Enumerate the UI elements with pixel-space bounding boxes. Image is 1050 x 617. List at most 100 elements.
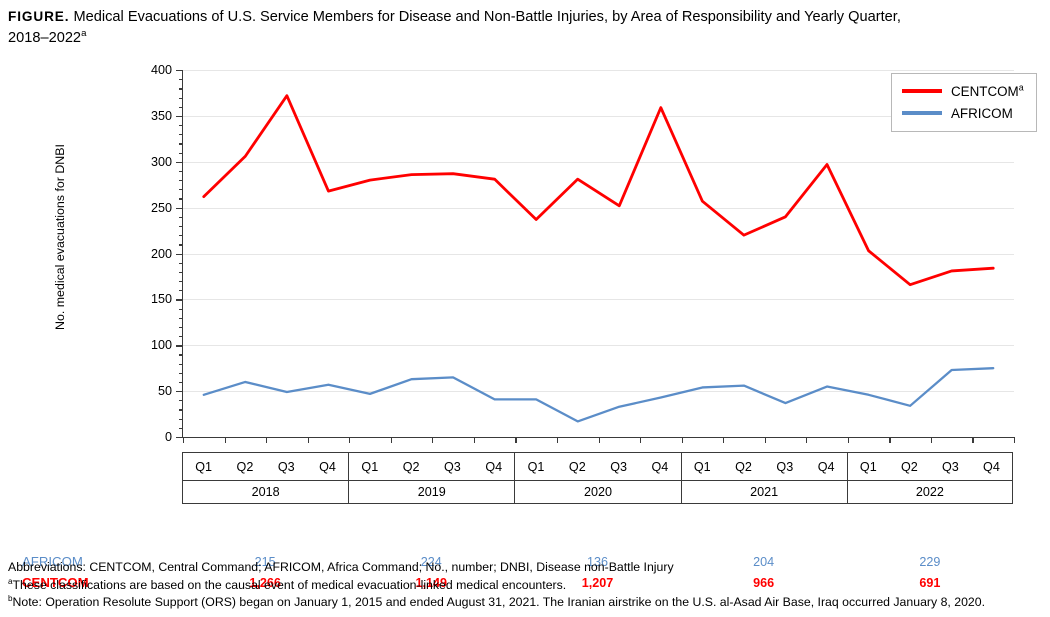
figure-title-line1: Medical Evacuations of U.S. Service Memb… [73,9,901,25]
y-tick-major [176,207,183,209]
footnote-line: aThese classifications are based on the … [8,577,1042,595]
y-tick-minor [179,79,183,81]
y-tick-minor [179,281,183,283]
x-axis-quarter-label: Q3 [610,459,628,474]
y-tick-major [176,345,183,347]
y-tick-minor [179,152,183,154]
x-axis-quarter-row: Q1 Q2 Q3 Q4 [848,453,1012,480]
legend-item-centcom[interactable]: CENTCOMa [902,80,1024,102]
x-axis-quarter-row: Q1 Q2 Q3 Q4 [682,453,847,480]
gridline [183,299,1014,301]
x-tick [681,437,683,443]
y-axis-label: 250 [150,200,172,215]
x-axis-quarter-label: Q1 [693,459,711,474]
legend-swatch-africom [902,111,942,115]
legend-swatch-centcom [902,89,942,93]
y-axis-label: 200 [150,246,172,261]
x-tick [889,437,891,443]
y-tick-major [176,253,183,255]
x-tick [598,437,600,443]
x-axis-category-band: Q1 Q2 Q3 Q4 2018 Q1 Q2 Q3 Q4 2019 Q1 Q2 Q3 Q4 2020 Q1 Q2… [182,452,1013,504]
y-tick-major [176,161,183,164]
totals-cell: 215 [254,555,276,569]
y-axis-label: 400 [150,63,172,77]
figure-title-line2: 2018–2022 [8,30,82,46]
series-line-centcom [202,94,995,287]
series-line-africom [202,367,995,423]
x-axis-divider [183,480,349,481]
x-tick [930,437,933,443]
x-axis-year-group: Q1 Q2 Q3 Q4 2019 [348,452,515,504]
y-axis-label: 300 [150,154,172,169]
data-series-layer [202,94,995,423]
y-tick-minor [179,189,183,191]
x-axis-year-label: 2022 [915,485,944,499]
gridline [183,345,1014,347]
x-axis-quarter-row: Q1 Q2 Q3 Q4 [515,453,680,480]
x-axis-quarter-row: Q1 Q2 Q3 Q4 [183,453,348,480]
x-tick [1014,437,1016,443]
y-tick-minor [179,180,183,182]
x-axis-quarter-label: Q4 [817,459,835,474]
gridline [183,207,1014,209]
y-axis-label: 350 [150,108,172,123]
y-tick-minor [179,418,183,420]
x-tick [183,437,185,443]
totals-cell: 1,207 [581,576,614,590]
x-tick [806,437,808,443]
x-axis-quarter-label: Q2 [735,459,752,474]
footnote-text: Note: Operation Resolute Support (ORS) b… [12,595,986,609]
x-axis-quarter-row: Q1 Q2 Q3 Q4 [349,453,514,480]
y-tick-minor [179,363,183,365]
chart-legend: CENTCOMa AFRICOM [891,73,1037,132]
x-tick [847,437,849,443]
x-axis-year-group: Q1 Q2 Q3 Q4 2018 [182,452,349,504]
x-axis-quarter-label: Q4 [485,459,503,474]
x-axis-quarter-label: Q3 [776,459,794,474]
x-tick [473,437,476,443]
totals-row-label-centcom: CENTCOM [22,575,89,590]
y-tick-minor [179,244,183,246]
y-tick-major [176,391,183,393]
y-tick-minor [179,235,183,237]
x-axis-year-label: 2018 [251,485,280,499]
x-tick [432,437,434,443]
page-title: FIGURE. Medical Evacuations of U.S. Serv… [8,6,1042,49]
y-tick-major [176,115,183,118]
legend-label-superscript: a [1018,82,1024,93]
y-axis-label: 100 [150,338,172,353]
x-axis-year-group: Q1 Q2 Q3 Q4 2022 [846,452,1013,504]
x-axis-year-label: 2020 [583,485,612,499]
chart-container: No. medical evacuations for DNBI 0 50 100 1… [0,55,1050,504]
x-axis-quarter-label: Q1 [527,459,545,474]
y-tick-minor [179,134,183,136]
footnote-line: Abbreviations: CENTCOM, Central Command;… [8,559,1042,577]
x-tick [390,437,392,443]
y-tick-minor [179,290,183,292]
x-tick [307,437,309,443]
y-tick-minor [179,400,183,402]
x-axis-year-label: 2019 [417,485,446,499]
footnote-line: bNote: Operation Resolute Support (ORS) … [8,594,1042,612]
legend-item-africom[interactable]: AFRICOM [902,102,1024,124]
legend-label: CENTCOMa [951,82,1024,99]
totals-cell: 224 [420,555,442,569]
x-axis-quarter-label: Q2 [236,459,254,474]
footnote-text: These classifications are based on the c… [12,577,567,592]
y-tick-minor [179,427,183,429]
x-tick [266,437,268,443]
x-tick [515,437,517,443]
x-axis-quarter-label: Q1 [195,459,213,474]
x-axis-divider [515,480,681,481]
footnotes: Abbreviations: CENTCOM, Central Command;… [8,559,1042,612]
y-tick-minor [179,170,183,173]
y-tick-minor [179,88,183,90]
totals-cell: 966 [753,576,775,590]
totals-cell: 136 [586,555,608,569]
totals-cell: 1,266 [249,576,281,590]
x-axis-quarter-label: Q1 [361,459,379,474]
y-tick-minor [179,97,183,99]
x-axis-quarter-label: Q3 [444,459,461,474]
x-axis-year-label: 2021 [750,485,779,499]
x-axis-quarter-label: Q3 [942,459,959,474]
